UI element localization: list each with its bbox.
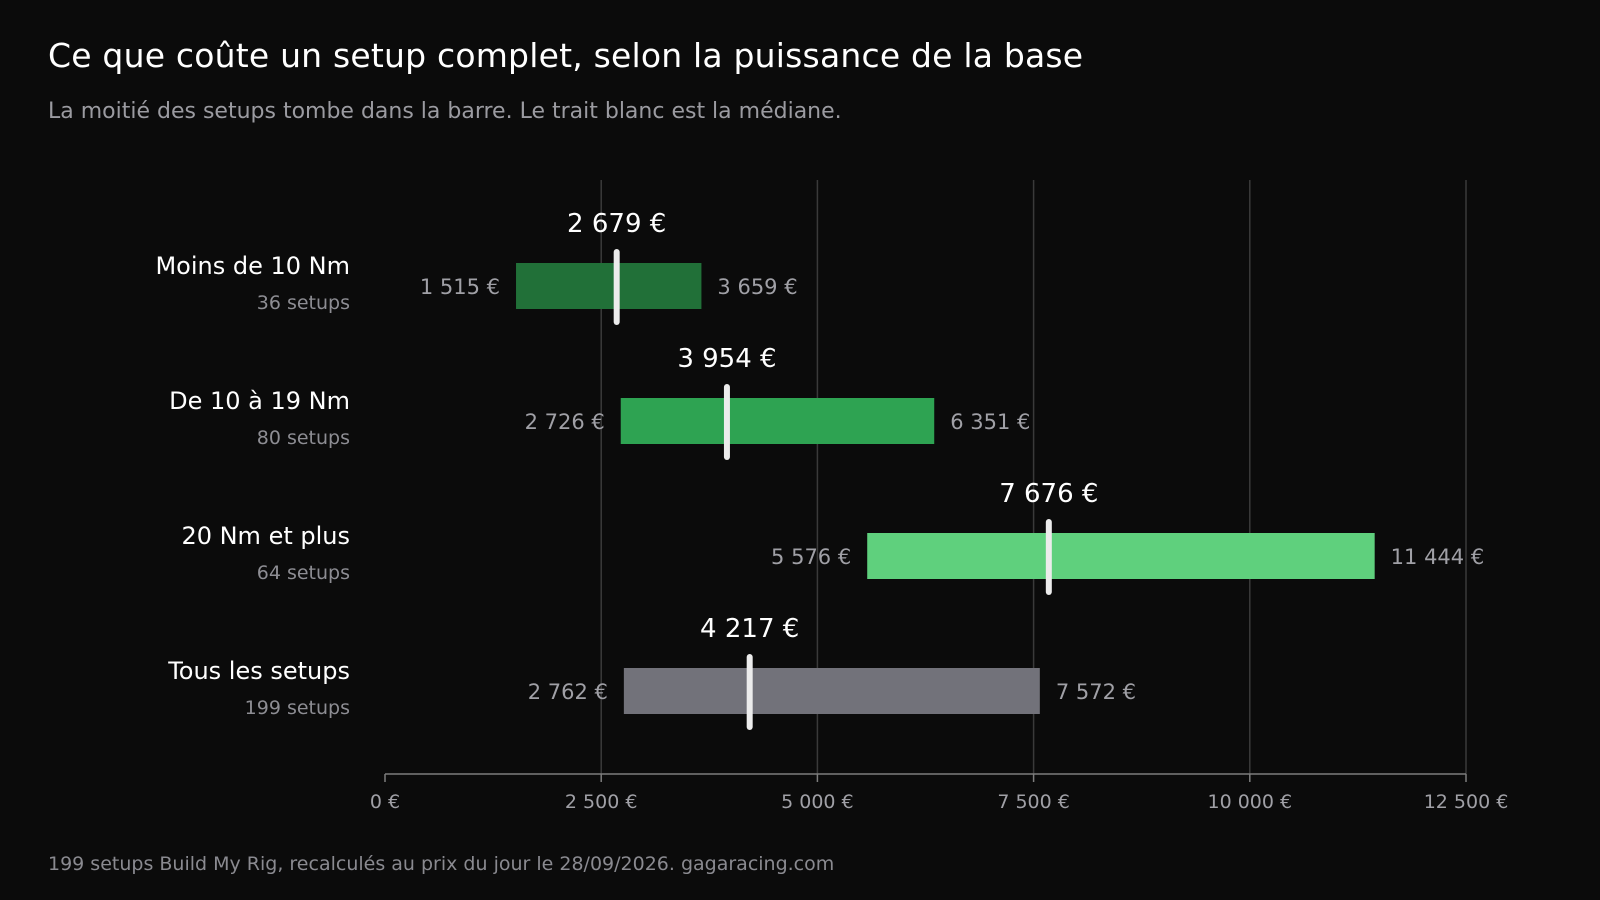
- category-count: 64 setups: [257, 562, 350, 584]
- q1-value-label: 5 576 €: [771, 545, 851, 569]
- q3-value-label: 6 351 €: [950, 410, 1030, 434]
- category-name: De 10 à 19 Nm: [169, 387, 350, 415]
- median-value-label: 2 679 €: [567, 209, 666, 239]
- q1-value-label: 2 762 €: [528, 680, 608, 704]
- q3-value-label: 3 659 €: [717, 275, 797, 299]
- q3-value-label: 11 444 €: [1391, 545, 1485, 569]
- median-value-label: 3 954 €: [677, 344, 776, 374]
- series-bars: 2 679 € 1 515 € 3 659 € 3 954 € 2 726 € 6 351…: [420, 209, 1485, 730]
- category-name: 20 Nm et plus: [181, 522, 350, 550]
- iqr-bar: [867, 533, 1375, 579]
- x-tick-label: 2 500 €: [565, 791, 638, 813]
- q1-value-label: 1 515 €: [420, 275, 500, 299]
- iqr-bar: [620, 398, 935, 444]
- x-tick-label: 12 500 €: [1424, 791, 1509, 813]
- category-count: 36 setups: [257, 292, 350, 314]
- q1-value-label: 2 726 €: [525, 410, 605, 434]
- iqr-bar: [623, 668, 1040, 714]
- category-labels: Moins de 10 Nm 36 setups De 10 à 19 Nm 80 s…: [155, 252, 350, 719]
- category-name: Tous les setups: [167, 657, 350, 685]
- category-count: 199 setups: [245, 697, 350, 719]
- category-name: Moins de 10 Nm: [155, 252, 350, 280]
- chart-source: 199 setups Build My Rig, recalculés au p…: [48, 853, 835, 875]
- q3-value-label: 7 572 €: [1056, 680, 1136, 704]
- x-tick-label: 10 000 €: [1207, 791, 1292, 813]
- x-tick-label: 5 000 €: [781, 791, 854, 813]
- median-value-label: 4 217 €: [700, 614, 799, 644]
- median-value-label: 7 676 €: [999, 479, 1098, 509]
- chart-title: Ce que coûte un setup complet, selon la …: [48, 36, 1084, 75]
- iqr-bar: [516, 263, 702, 309]
- x-tick-label: 7 500 €: [997, 791, 1070, 813]
- x-axis: 0 € 2 500 € 5 000 € 7 500 € 10 000 € 12 500 €: [370, 773, 1509, 813]
- category-count: 80 setups: [257, 427, 350, 449]
- chart-subtitle: La moitié des setups tombe dans la barre…: [48, 99, 842, 124]
- x-tick-label: 0 €: [370, 791, 400, 813]
